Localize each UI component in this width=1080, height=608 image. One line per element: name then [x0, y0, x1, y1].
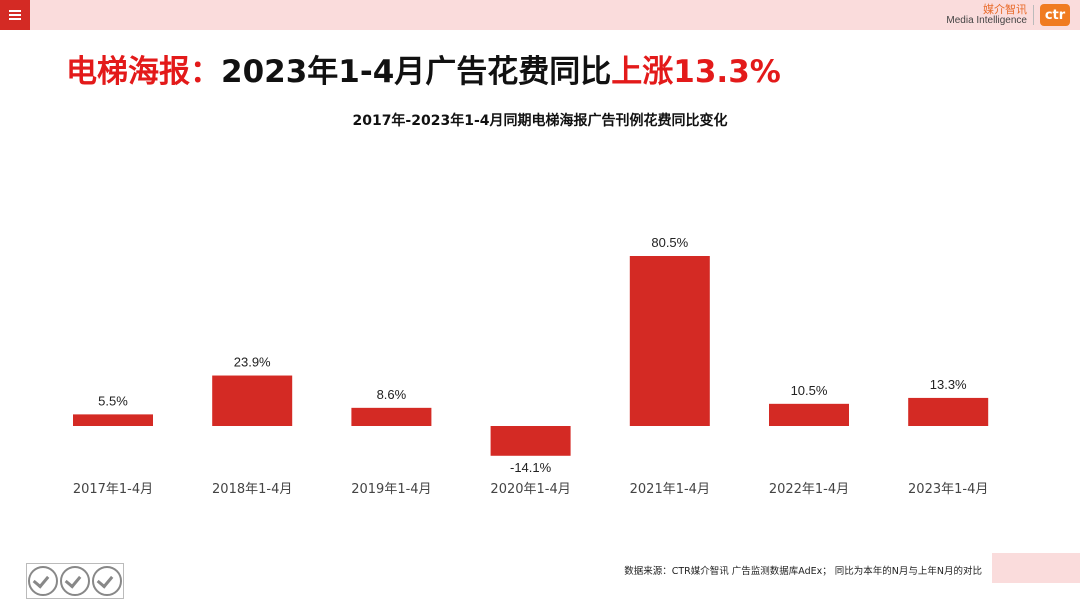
data-source-note: 数据来源：CTR媒介智讯 广告监测数据库AdEx； 同比为本年的N月与上年N月的…	[624, 566, 982, 577]
certification-badges	[26, 563, 124, 599]
brand-name-en: Media Intelligence	[946, 15, 1027, 26]
bar-chart: 5.5% 2017年1-4月 23.9% 2018年1-4月 8.6% 2019年1-4月…	[73, 235, 989, 497]
bar-5	[629, 256, 710, 426]
category-label-5: 2021年1-4月	[630, 482, 710, 497]
menu-button[interactable]	[0, 0, 30, 30]
category-label-2: 2018年1-4月	[212, 482, 292, 497]
category-label-1: 2017年1-4月	[73, 482, 153, 497]
title-subject: 2023年1-4月广告花费同比	[221, 54, 612, 90]
sgs-badge-icon	[92, 566, 122, 596]
brand-divider	[1033, 5, 1034, 25]
category-label-6: 2022年1-4月	[769, 482, 849, 497]
sgs-badge-icon	[60, 566, 90, 596]
page-title: 电梯海报：2023年1-4月广告花费同比上涨13.3%	[66, 46, 781, 91]
bar-3	[351, 407, 432, 426]
data-label-1: 5.5%	[98, 393, 128, 408]
data-label-4: -14.1%	[510, 460, 552, 475]
category-label-7: 2023年1-4月	[908, 482, 988, 497]
data-label-2: 23.9%	[234, 355, 271, 370]
brand-name-cn: 媒介智讯	[983, 3, 1027, 16]
category-label-3: 2019年1-4月	[351, 482, 431, 497]
bar-2	[212, 375, 293, 426]
category-label-4: 2020年1-4月	[490, 482, 570, 497]
bar-4	[490, 426, 571, 456]
data-label-7: 13.3%	[930, 377, 967, 392]
bar-1	[73, 414, 153, 426]
title-highlight: 上涨13.3%	[611, 54, 781, 90]
title-topic: 电梯海报：	[66, 54, 221, 90]
brand: 媒介智讯 Media Intelligence ctr	[946, 4, 1070, 26]
data-label-6: 10.5%	[791, 383, 828, 398]
footer-band	[992, 553, 1080, 583]
sgs-badge-icon	[28, 566, 58, 596]
menu-icon	[9, 10, 21, 20]
chart-title: 2017年-2023年1-4月同期电梯海报广告刊例花费同比变化	[352, 113, 728, 129]
data-label-5: 80.5%	[651, 235, 688, 250]
top-bar	[0, 0, 1080, 30]
ctr-logo: ctr	[1040, 4, 1070, 26]
bar-6	[769, 403, 849, 426]
data-label-3: 8.6%	[377, 387, 407, 402]
bar-7	[908, 397, 989, 426]
